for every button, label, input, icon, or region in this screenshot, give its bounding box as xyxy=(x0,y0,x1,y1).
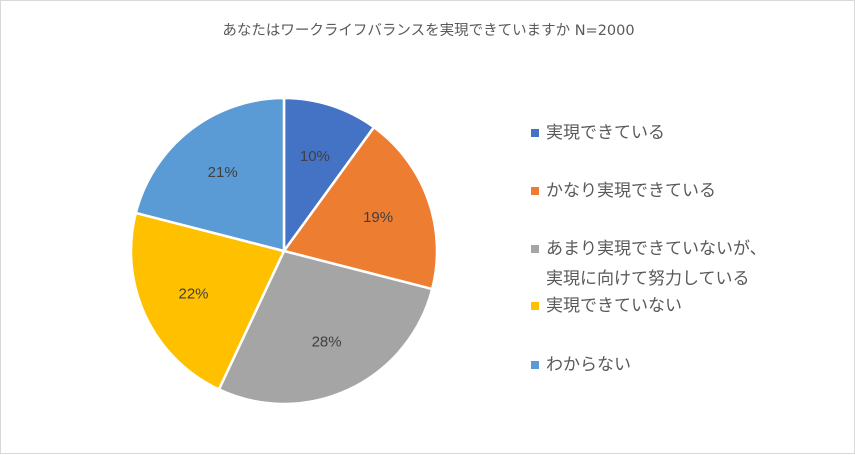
legend-swatch-1 xyxy=(531,187,539,195)
legend-label-4: わからない xyxy=(546,355,631,375)
legend-swatch-0 xyxy=(531,129,539,137)
legend-label-0: 実現できている xyxy=(546,123,665,143)
pie-slice-1 xyxy=(282,125,439,291)
slice-value-label-1: 19% xyxy=(363,209,393,226)
legend-swatch-4 xyxy=(531,361,539,369)
legend-label-2-line-2: 実現に向けて努力している xyxy=(546,269,750,289)
slice-value-label-3: 22% xyxy=(178,286,208,303)
chart-title: あなたはワークライフバランスを実現できていますか N=2000 xyxy=(222,23,635,39)
pie-slice-0 xyxy=(282,96,376,253)
slice-value-label-0: 10% xyxy=(300,148,330,165)
pie-slice-4 xyxy=(134,96,286,253)
legend-swatch-3 xyxy=(531,302,539,310)
legend-label-2: あまり実現できていないが、 xyxy=(546,239,767,259)
slice-value-label-4: 21% xyxy=(208,164,238,181)
legend-label-1: かなり実現できている xyxy=(546,181,716,201)
slice-value-label-2: 28% xyxy=(312,334,342,351)
pie-slice-3 xyxy=(129,211,286,391)
legend-swatch-2 xyxy=(531,245,539,253)
pie-slice-2 xyxy=(217,249,434,406)
legend-label-3: 実現できていない xyxy=(546,296,682,316)
